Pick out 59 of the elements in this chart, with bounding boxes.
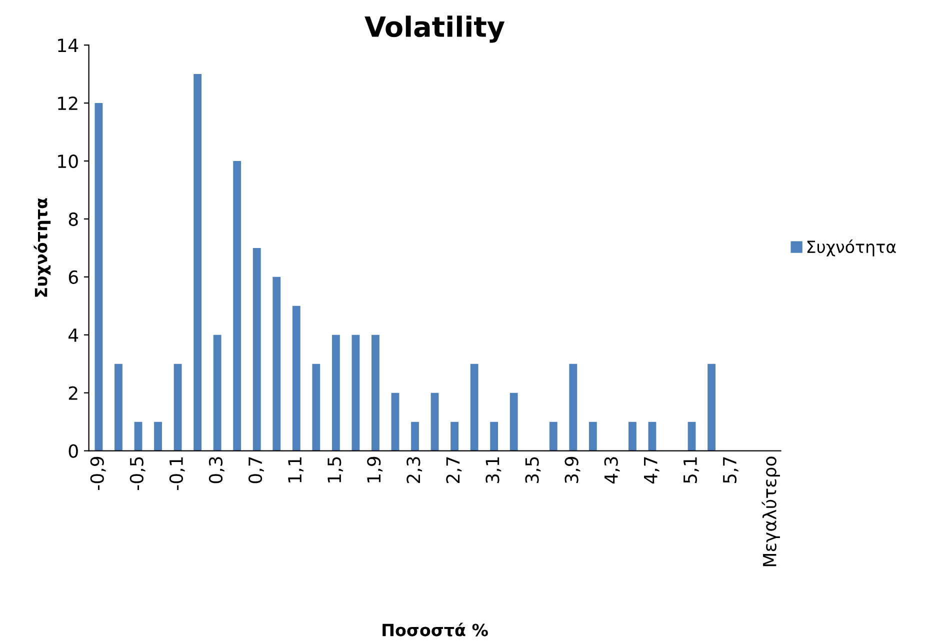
bar [94,103,103,451]
x-axis-title: Ποσοστά % [382,622,488,636]
y-tick-label: 0 [68,444,78,458]
bar [628,422,636,451]
bar [588,422,597,451]
bar [411,422,419,451]
x-tick-label: -0,5 [130,457,146,490]
x-tick-label: 5,7 [723,457,738,483]
x-tick-label: 3,5 [525,457,541,483]
bar [688,422,696,451]
bar [252,248,261,451]
bar [372,334,380,451]
bar [332,334,340,451]
legend-label: Συχνότητα [807,240,896,256]
y-tick-label: 8 [68,212,78,226]
bar [510,392,518,451]
x-tick-label: 1,5 [328,457,344,482]
y-tick-label: 2 [68,386,78,400]
x-tick-label: 3,9 [564,456,580,483]
x-tick-label: 2,3 [406,457,422,484]
y-tick-label: 14 [58,38,78,52]
x-tick-label: 1,9 [367,456,383,482]
y-tick-label: 6 [68,270,78,284]
x-tick-label: Μεγαλύτερο [762,456,780,566]
x-tick-label: 2,7 [446,457,462,484]
bar [470,364,478,451]
bar [213,334,222,451]
y-tick-label: 10 [58,154,78,168]
bar [312,364,320,451]
bar [292,306,300,451]
bar [549,422,558,451]
x-tick-label: 4,3 [604,457,620,484]
x-tick-label: -0,1 [169,457,185,490]
bar [134,422,142,451]
y-tick-label: 12 [58,96,78,110]
bar [490,422,498,451]
x-tick-label: 3,1 [486,457,502,483]
bar [174,364,182,451]
y-tick-label: 4 [68,328,78,342]
bar [154,422,162,451]
bar [569,364,578,451]
x-tick-label: 4,7 [644,457,660,484]
y-axis-title: Συχνότητα [34,198,51,297]
chart-title: Volatility [364,16,505,43]
bar [352,334,360,451]
bar [272,276,281,451]
x-tick-label: 1,1 [288,457,304,482]
bar [114,364,122,451]
x-tick-label: 0,3 [208,457,224,484]
x-tick-label: 5,1 [684,457,699,483]
x-tick-label: 0,7 [248,457,264,484]
bar [708,364,716,451]
bar [430,392,439,451]
x-tick-label: -0,9 [90,456,106,490]
bar [450,422,458,451]
bar [648,422,656,451]
bar [233,161,242,451]
bar [391,392,400,451]
bar [194,74,202,451]
